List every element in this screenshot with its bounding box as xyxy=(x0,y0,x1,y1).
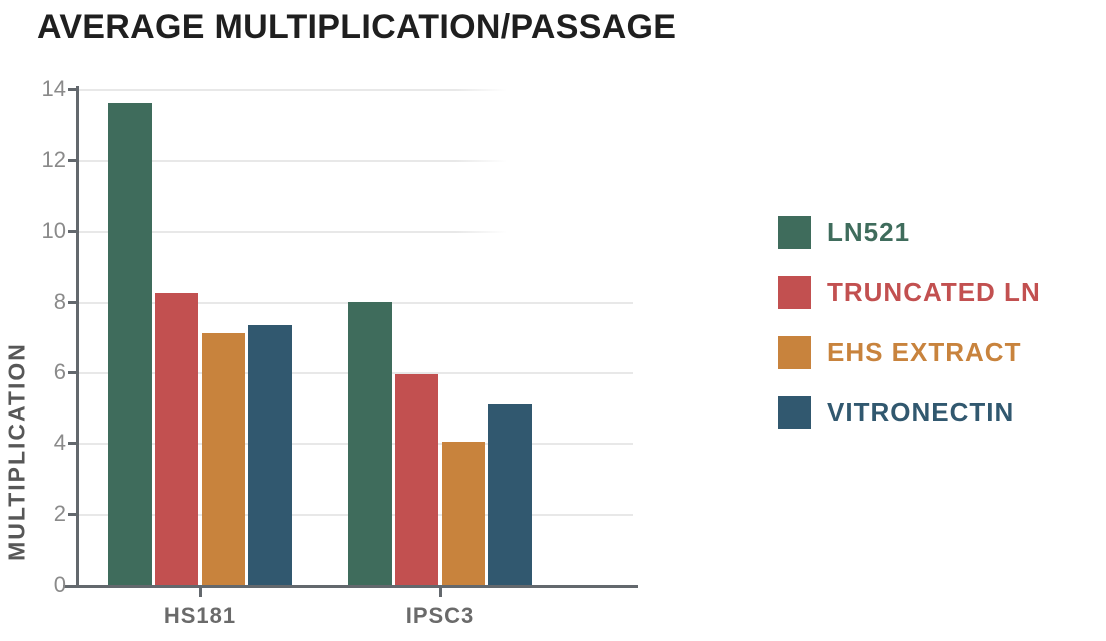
y-tick-6 xyxy=(68,371,78,375)
legend-swatch-vitronectin xyxy=(778,396,811,429)
bar-hs181-truncated-ln xyxy=(154,292,199,585)
y-tick-2 xyxy=(68,513,78,517)
legend: LN521 TRUNCATED LN EHS EXTRACT VITRONECTIN xyxy=(778,216,1041,456)
gridline-10 xyxy=(78,230,507,233)
legend-swatch-ehs-extract xyxy=(778,336,811,369)
x-axis-line xyxy=(63,585,638,588)
legend-item-ln521: LN521 xyxy=(778,216,1041,249)
y-tick-4 xyxy=(68,442,78,446)
legend-item-ehs-extract: EHS EXTRACT xyxy=(778,336,1041,369)
bar-ipsc3-vitronectin xyxy=(488,404,532,585)
legend-item-truncated-ln: TRUNCATED LN xyxy=(778,276,1041,309)
bar-hs181-ehs-extract xyxy=(201,333,246,585)
bar-ipsc3-truncated-ln xyxy=(394,374,439,585)
y-tick-8 xyxy=(68,300,78,304)
bar-ipsc3-ln521 xyxy=(348,301,392,585)
x-tick-ipsc3 xyxy=(438,586,442,597)
x-category-label-ipsc3: IPSC3 xyxy=(405,603,475,628)
legend-label-ehs-extract: EHS EXTRACT xyxy=(827,337,1022,367)
plot-area xyxy=(78,89,633,585)
y-tick-12 xyxy=(68,158,78,162)
y-tick-10 xyxy=(68,229,78,233)
y-tick-label-4: 4 xyxy=(53,430,66,456)
legend-label-truncated-ln: TRUNCATED LN xyxy=(827,277,1041,307)
y-axis-title: MULTIPLICATION xyxy=(3,342,30,561)
y-tick-label-10: 10 xyxy=(41,217,66,243)
x-tick-hs181 xyxy=(198,586,202,597)
bar-ipsc3-ehs-extract xyxy=(441,441,486,585)
legend-swatch-truncated-ln xyxy=(778,276,811,309)
x-category-label-hs181: HS181 xyxy=(163,603,237,628)
y-tick-label-0: 0 xyxy=(53,572,66,597)
y-tick-label-6: 6 xyxy=(53,359,66,385)
y-tick-label-2: 2 xyxy=(53,501,66,527)
legend-label-ln521: LN521 xyxy=(827,217,911,247)
gridline-14 xyxy=(78,89,507,91)
y-axis-line xyxy=(76,86,79,587)
legend-item-vitronectin: VITRONECTIN xyxy=(778,396,1041,429)
legend-label-vitronectin: VITRONECTIN xyxy=(827,397,1015,427)
gridline-12 xyxy=(78,159,507,162)
bar-hs181-vitronectin xyxy=(248,324,292,585)
y-tick-label-14: 14 xyxy=(41,76,66,101)
y-tick-label-8: 8 xyxy=(53,288,66,314)
legend-swatch-ln521 xyxy=(778,216,811,249)
chart-title: AVERAGE MULTIPLICATION/PASSAGE xyxy=(37,8,677,46)
y-tick-label-12: 12 xyxy=(41,146,66,172)
y-tick-14 xyxy=(68,88,78,91)
bar-hs181-ln521 xyxy=(108,103,152,585)
